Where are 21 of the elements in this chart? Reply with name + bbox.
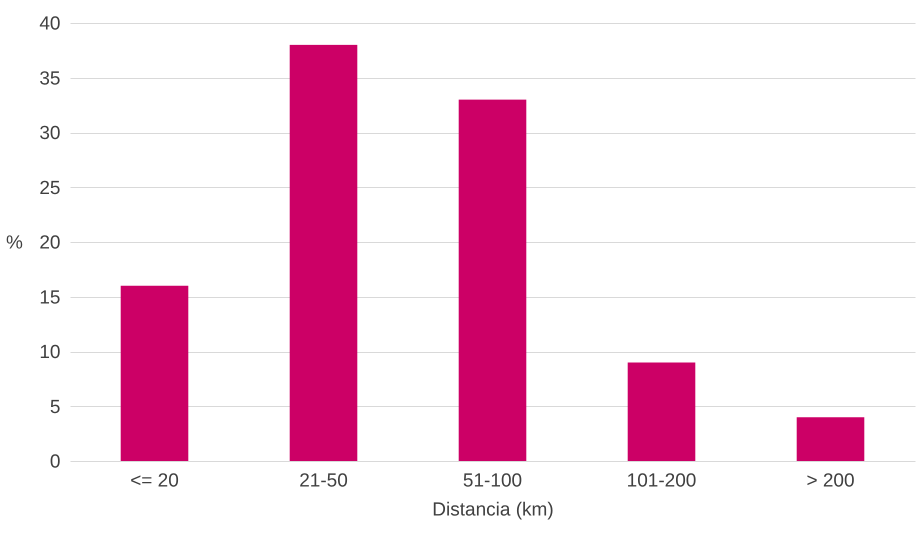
x-tick-label: 51-100 <box>462 470 522 492</box>
bar <box>458 100 526 461</box>
y-tick-label: 0 <box>50 452 60 472</box>
x-tick-label: 101-200 <box>626 470 696 492</box>
y-tick-label: 15 <box>39 287 60 308</box>
x-tick-label: <= 20 <box>130 470 179 492</box>
bar <box>628 362 696 461</box>
y-tick-label: 25 <box>39 178 60 199</box>
x-tick-label: 21-50 <box>299 470 348 492</box>
bar <box>796 417 864 461</box>
y-tick-label: 10 <box>39 342 60 363</box>
y-tick-label: 30 <box>39 123 60 144</box>
x-tick-label: > 200 <box>806 470 855 492</box>
y-tick-label: 35 <box>39 68 60 90</box>
y-tick-label: 40 <box>39 14 60 34</box>
y-tick-label: 5 <box>50 396 60 418</box>
bar <box>120 286 188 461</box>
y-axis-title: % <box>6 232 24 254</box>
y-tick-label: 20 <box>39 232 60 254</box>
x-axis-title: Distancia (km) <box>432 500 554 520</box>
bar <box>290 44 358 461</box>
